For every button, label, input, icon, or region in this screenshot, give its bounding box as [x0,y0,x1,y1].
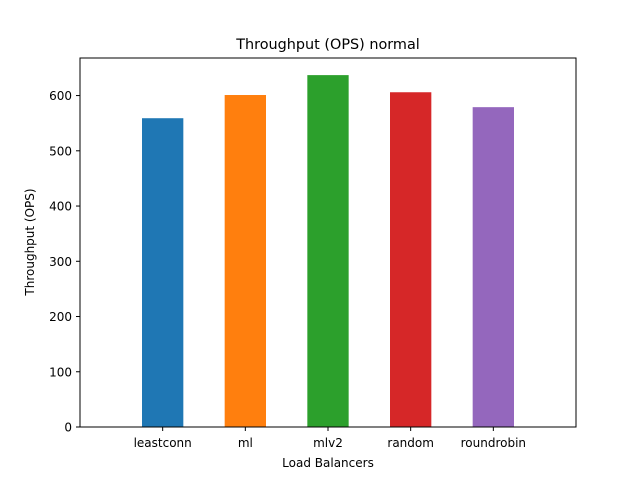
y-tick-label: 100 [49,365,72,379]
plot-frame [79,57,577,428]
x-tick-label: roundrobin [461,436,526,450]
bar-random [390,92,432,427]
y-tick-label: 500 [49,144,72,158]
x-tick-label: leastconn [134,436,192,450]
bar-ml [224,95,266,427]
y-tick-label: 600 [49,89,72,103]
y-axis-ticks: 0 100 200 300 400 500 600 [49,89,80,435]
y-tick-label: 400 [49,200,72,214]
y-tick-label: 0 [64,421,72,435]
chart-title: Throughput (OPS) normal [235,37,420,53]
x-axis-label: Load Balancers [282,456,374,470]
bar-roundrobin [472,107,514,427]
y-tick-label: 300 [49,255,72,269]
bars-group [142,75,514,428]
x-axis-ticks: leastconn ml mlv2 random roundrobin [134,427,526,450]
x-tick-label: ml [238,436,253,450]
bar-leastconn [142,118,184,428]
y-tick-label: 200 [49,310,72,324]
bar-mlv2 [307,75,349,428]
x-tick-label: mlv2 [313,436,343,450]
x-tick-label: random [387,436,434,450]
y-axis-label: Throughput (OPS) [23,188,37,296]
